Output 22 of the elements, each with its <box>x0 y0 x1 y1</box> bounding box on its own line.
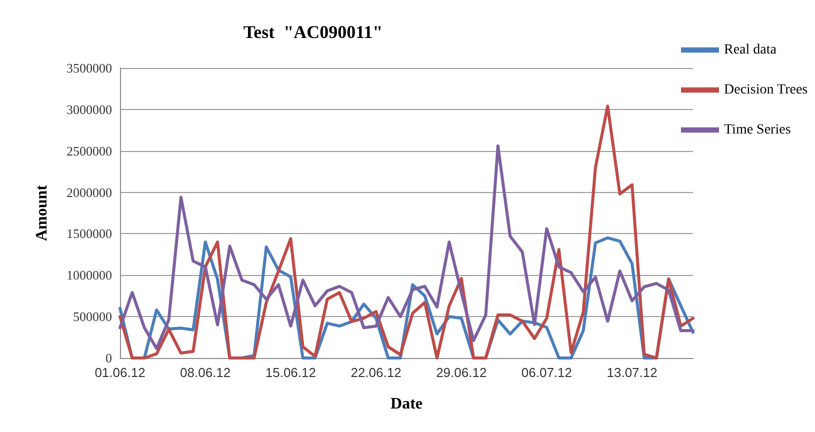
x-tick-label: 22.06.12 <box>350 365 402 380</box>
x-tick-label: 06.07.12 <box>521 365 572 380</box>
x-axis-title: Date <box>390 396 422 412</box>
y-tick-label: 1500000 <box>66 226 112 242</box>
x-tick-label: 29.06.12 <box>436 365 487 380</box>
legend-label: Decision Trees <box>724 82 808 98</box>
y-tick-label: 0 <box>106 350 112 366</box>
y-tick-label: 2000000 <box>66 184 112 200</box>
y-tick-label: 2500000 <box>66 143 112 158</box>
x-tick-label: 13.07.12 <box>606 365 658 380</box>
y-tick-label: 500000 <box>73 309 112 324</box>
legend-label: Time Series <box>724 122 791 138</box>
x-tick-label: 15.06.12 <box>265 365 316 380</box>
x-tick-label: 01.06.12 <box>94 365 146 380</box>
chart-title: Test "AC090011" <box>243 22 383 42</box>
y-tick-label: 3000000 <box>66 102 112 117</box>
x-tick-label: 08.06.12 <box>180 365 231 380</box>
legend-label: Real data <box>724 42 778 58</box>
y-axis-title: Amount <box>34 184 50 242</box>
y-tick-label: 1000000 <box>66 268 112 283</box>
y-tick-label: 3500000 <box>66 60 112 76</box>
line-series <box>118 144 694 350</box>
